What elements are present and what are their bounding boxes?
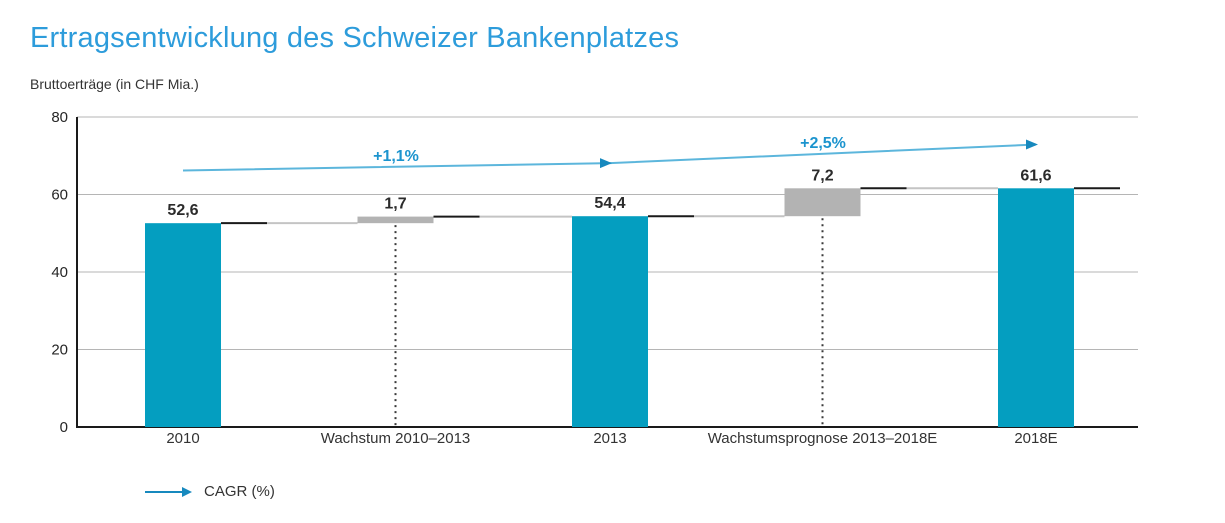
cagr-label: +1,1% (373, 148, 419, 165)
value-label: 52,6 (167, 202, 198, 219)
y-tick-label-0: 0 (60, 419, 68, 436)
page-title: Ertragsentwicklung des Schweizer Bankenp… (30, 22, 680, 54)
y-tick-label-40: 40 (51, 264, 68, 281)
y-tick-label-20: 20 (51, 342, 68, 359)
value-label: 54,4 (594, 195, 625, 212)
cagr-line (182, 143, 1037, 172)
legend: CAGR (%) (145, 483, 275, 500)
y-axis-title: Bruttoerträge (in CHF Mia.) (30, 76, 199, 92)
cagr-arrowhead-icon (1026, 139, 1038, 150)
legend-label: CAGR (%) (204, 483, 275, 500)
cagr-arrow-icon (145, 486, 192, 497)
value-label: 1,7 (384, 196, 406, 213)
category-label: Wachstumsprognose 2013–2018E (708, 430, 938, 447)
bar-2010 (145, 223, 221, 427)
value-label: 61,6 (1020, 167, 1051, 184)
cagr-label: +2,5% (800, 135, 846, 152)
y-tick-label-60: 60 (51, 187, 68, 204)
bar-Wachstum 2010–2013 (357, 216, 434, 224)
legend-arrowhead (182, 486, 192, 497)
category-label: 2013 (593, 430, 626, 447)
category-label: 2018E (1014, 430, 1057, 447)
cagr-arrowhead-icon (600, 158, 612, 169)
bar-2013 (572, 216, 648, 427)
bar-Wachstumsprognose 2013–2018E (784, 188, 861, 217)
value-label: 7,2 (811, 167, 833, 184)
y-tick-label-80: 80 (51, 109, 68, 126)
category-label: Wachstum 2010–2013 (321, 430, 471, 447)
bar-2018E (998, 188, 1074, 427)
category-label: 2010 (166, 430, 199, 447)
waterfall-chart: 0 20 40 60 80 52,6 2010 1,7 Wachstum 2010–2013 54… (51, 109, 1138, 447)
